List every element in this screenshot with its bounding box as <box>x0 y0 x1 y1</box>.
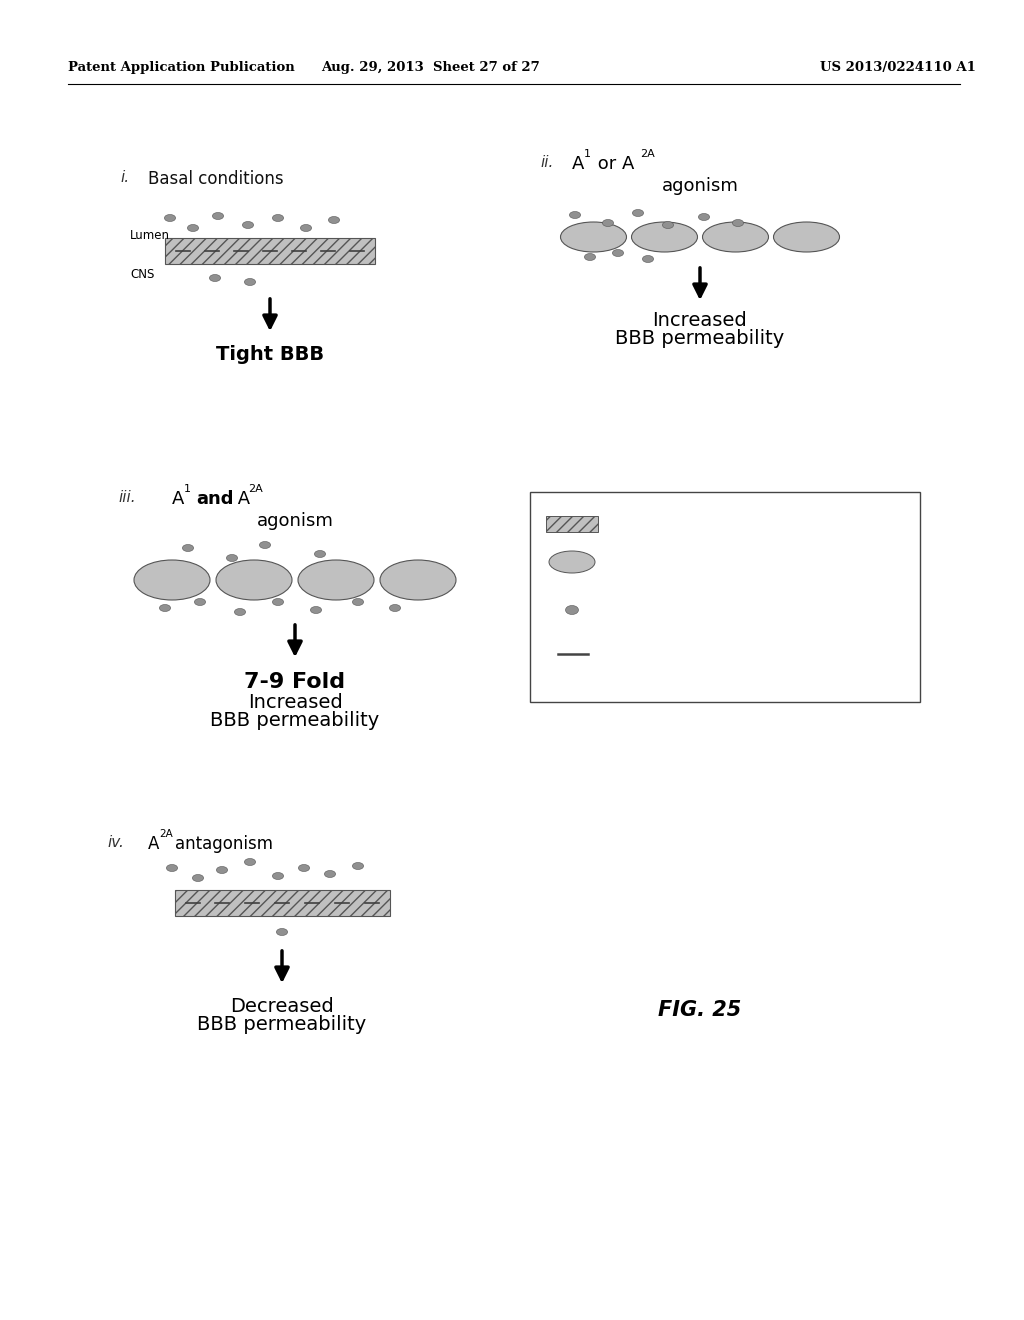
Ellipse shape <box>352 862 364 870</box>
Text: Decreased: Decreased <box>230 997 334 1015</box>
Ellipse shape <box>560 222 627 252</box>
Text: CNS: CNS <box>130 268 155 281</box>
Ellipse shape <box>298 865 309 871</box>
Ellipse shape <box>245 279 256 285</box>
Bar <box>530 492 920 702</box>
Text: and: and <box>196 490 233 508</box>
Text: iii.: iii. <box>118 490 135 506</box>
Text: Patent Application Publication: Patent Application Publication <box>68 62 295 74</box>
Ellipse shape <box>642 256 653 263</box>
Text: Aug. 29, 2013  Sheet 27 of 27: Aug. 29, 2013 Sheet 27 of 27 <box>321 62 540 74</box>
Ellipse shape <box>298 560 374 601</box>
Ellipse shape <box>276 928 288 936</box>
Text: Brain endothelial: Brain endothelial <box>610 528 735 544</box>
Ellipse shape <box>166 865 177 871</box>
Text: A: A <box>148 836 160 853</box>
Text: cells: cells <box>610 554 643 569</box>
Ellipse shape <box>380 560 456 601</box>
Ellipse shape <box>569 211 581 219</box>
Ellipse shape <box>182 544 194 552</box>
Ellipse shape <box>314 550 326 557</box>
Text: 2A: 2A <box>248 484 263 494</box>
Ellipse shape <box>633 210 644 216</box>
Ellipse shape <box>698 214 710 220</box>
Bar <box>174 890 389 916</box>
Ellipse shape <box>272 873 284 879</box>
Text: A: A <box>172 490 184 508</box>
Ellipse shape <box>216 866 227 874</box>
Ellipse shape <box>195 598 206 606</box>
Ellipse shape <box>226 554 238 561</box>
Text: iv.: iv. <box>106 836 124 850</box>
Ellipse shape <box>212 213 223 219</box>
Text: A: A <box>572 154 585 173</box>
Ellipse shape <box>585 253 596 260</box>
Ellipse shape <box>773 222 840 252</box>
Ellipse shape <box>565 606 579 615</box>
Text: 2A: 2A <box>159 829 173 840</box>
Ellipse shape <box>134 560 210 601</box>
Ellipse shape <box>187 224 199 231</box>
Ellipse shape <box>702 222 768 252</box>
Ellipse shape <box>612 249 624 256</box>
Text: BBB permeability: BBB permeability <box>210 710 380 730</box>
Text: Molecules: Molecules <box>610 602 683 618</box>
Text: agonism: agonism <box>257 512 334 531</box>
Ellipse shape <box>632 222 697 252</box>
Ellipse shape <box>209 275 220 281</box>
Text: A: A <box>232 490 250 508</box>
Ellipse shape <box>300 224 311 231</box>
Text: BBB permeability: BBB permeability <box>615 330 784 348</box>
Text: 2A: 2A <box>640 149 654 158</box>
Ellipse shape <box>193 874 204 882</box>
Text: i.: i. <box>120 170 129 185</box>
Ellipse shape <box>216 560 292 601</box>
Text: US 2013/0224110 A1: US 2013/0224110 A1 <box>820 62 976 74</box>
Ellipse shape <box>165 214 175 222</box>
Text: BBB permeability: BBB permeability <box>198 1015 367 1034</box>
Text: Tight BBB: Tight BBB <box>216 345 324 363</box>
Ellipse shape <box>259 541 270 549</box>
Ellipse shape <box>310 606 322 614</box>
Ellipse shape <box>243 222 254 228</box>
Ellipse shape <box>732 219 743 227</box>
Text: 1: 1 <box>584 149 591 158</box>
Ellipse shape <box>329 216 340 223</box>
Ellipse shape <box>272 214 284 222</box>
Ellipse shape <box>602 219 613 227</box>
Text: FIG. 25: FIG. 25 <box>658 1001 741 1020</box>
Ellipse shape <box>663 222 674 228</box>
Ellipse shape <box>160 605 171 611</box>
Bar <box>546 516 598 532</box>
Text: agonism: agonism <box>662 177 738 195</box>
Text: ii.: ii. <box>540 154 553 170</box>
Text: or A: or A <box>592 154 635 173</box>
Text: Adhesion molecules: Adhesion molecules <box>610 647 757 661</box>
Ellipse shape <box>389 605 400 611</box>
Text: Increased: Increased <box>248 693 342 711</box>
Ellipse shape <box>549 550 595 573</box>
Ellipse shape <box>352 598 364 606</box>
Ellipse shape <box>234 609 246 615</box>
Bar <box>165 238 375 264</box>
Text: 1: 1 <box>184 484 191 494</box>
Ellipse shape <box>325 870 336 878</box>
Ellipse shape <box>272 598 284 606</box>
Text: Increased: Increased <box>652 312 748 330</box>
Text: Lumen: Lumen <box>130 228 170 242</box>
Text: Basal conditions: Basal conditions <box>148 170 284 187</box>
Text: antagonism: antagonism <box>175 836 273 853</box>
Text: 7-9 Fold: 7-9 Fold <box>245 672 345 692</box>
Ellipse shape <box>245 858 256 866</box>
